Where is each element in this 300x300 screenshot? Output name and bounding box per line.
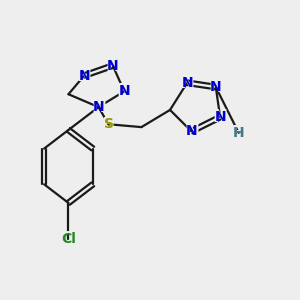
Text: N: N xyxy=(210,80,222,94)
Text: N: N xyxy=(213,108,228,126)
Text: H: H xyxy=(233,126,244,140)
Text: N: N xyxy=(77,67,92,85)
Text: N: N xyxy=(118,84,130,98)
Text: N: N xyxy=(107,58,118,73)
Text: H: H xyxy=(231,124,246,142)
Text: N: N xyxy=(78,69,90,82)
Text: N: N xyxy=(184,122,199,140)
Text: N: N xyxy=(117,82,132,100)
Text: N: N xyxy=(180,74,195,92)
Text: N: N xyxy=(105,57,120,75)
Text: N: N xyxy=(208,78,223,96)
Text: N: N xyxy=(93,100,104,114)
Text: N: N xyxy=(186,124,197,138)
Text: N: N xyxy=(214,110,226,124)
Text: S: S xyxy=(103,117,113,131)
Text: Cl: Cl xyxy=(61,232,76,246)
Text: N: N xyxy=(182,76,193,90)
Text: S: S xyxy=(102,115,115,133)
Text: Cl: Cl xyxy=(59,230,78,248)
Text: N: N xyxy=(91,98,106,116)
